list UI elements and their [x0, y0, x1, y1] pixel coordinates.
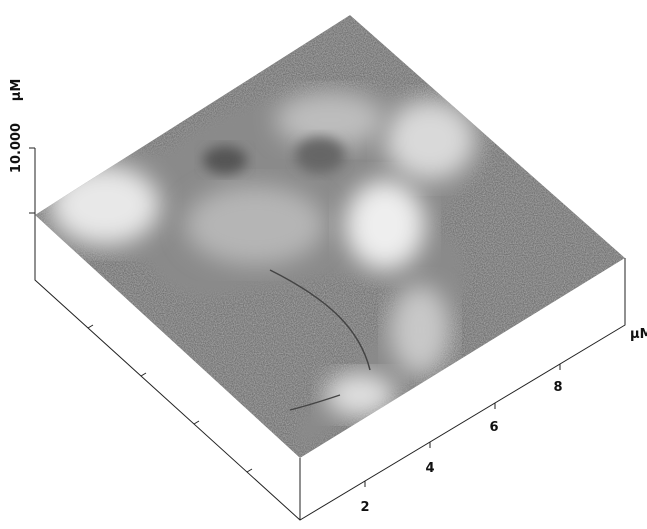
x-tick-label: 2 — [360, 500, 369, 515]
afm-figure: 10.000 μM 2 4 6 8 μM — [0, 0, 647, 525]
x-unit: μM — [630, 327, 647, 342]
x-tick-label: 6 — [489, 420, 498, 435]
z-tick-label: 10.000 — [9, 123, 24, 173]
x-tick-label: 8 — [553, 380, 562, 395]
x-tick-label: 4 — [425, 461, 434, 476]
z-unit: μM — [9, 79, 24, 102]
surface — [35, 15, 625, 458]
z-axis: 10.000 μM — [9, 79, 35, 215]
